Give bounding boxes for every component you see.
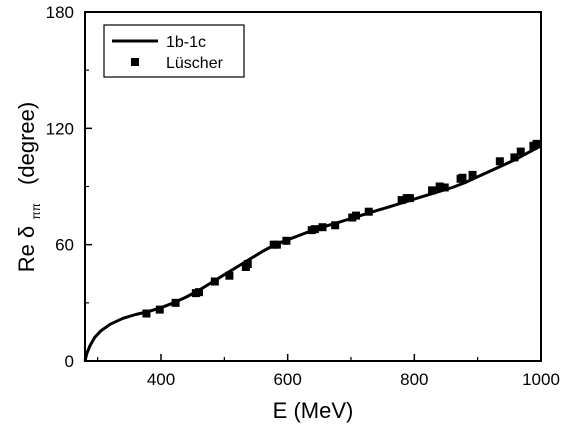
tick-labels-layer: 400 600 800 1000 0 60 120 180	[46, 3, 560, 389]
y-tick-label: 180	[46, 3, 74, 22]
data-point	[171, 298, 180, 307]
data-point	[195, 288, 203, 297]
x-tick-label: 600	[273, 370, 301, 389]
legend: 1b-1c Lüscher	[103, 24, 245, 78]
y-tick-label: 120	[46, 119, 74, 138]
data-point	[210, 277, 219, 286]
data-point	[142, 309, 151, 318]
data-point	[458, 173, 467, 182]
data-point	[468, 170, 477, 179]
data-point	[516, 147, 525, 156]
data-point	[155, 305, 164, 314]
legend-label-scatter: Lüscher	[166, 55, 224, 72]
data-point	[510, 153, 519, 162]
data-point	[397, 196, 406, 205]
svg-text:Re δ ππ (degree): Re δ ππ (degree)	[14, 102, 45, 272]
data-point	[495, 157, 504, 166]
y-tick-label: 0	[65, 352, 74, 371]
x-axis-title: E (MeV)	[273, 398, 354, 423]
y-tick-label: 60	[55, 236, 74, 255]
data-point	[435, 182, 444, 191]
series-layer	[83, 139, 542, 362]
data-point	[331, 221, 340, 230]
data-point	[405, 194, 414, 203]
legend-label-line: 1b-1c	[166, 34, 206, 51]
plot-frame	[84, 11, 542, 362]
legend-marker-swatch	[131, 58, 139, 66]
data-point	[310, 225, 319, 234]
y-axis-title-unit: (degree)	[14, 102, 39, 185]
data-point	[272, 240, 281, 249]
legend-box	[103, 24, 245, 78]
data-point	[352, 211, 361, 220]
y-axis-title: Re δ ππ (degree)	[14, 102, 45, 272]
x-tick-label: 400	[147, 370, 175, 389]
data-point	[243, 260, 252, 269]
data-point	[225, 271, 234, 280]
data-point	[532, 139, 541, 148]
data-point	[440, 183, 449, 192]
y-axis-title-subscript: ππ	[29, 203, 43, 220]
data-point	[364, 207, 373, 216]
x-tick-label: 1000	[522, 370, 560, 389]
data-point	[282, 236, 291, 245]
series-line-0	[83, 144, 542, 362]
y-axis-title-main: Re δ	[14, 226, 39, 272]
x-tick-label: 800	[400, 370, 428, 389]
data-point	[318, 223, 327, 232]
data-point	[428, 186, 437, 195]
